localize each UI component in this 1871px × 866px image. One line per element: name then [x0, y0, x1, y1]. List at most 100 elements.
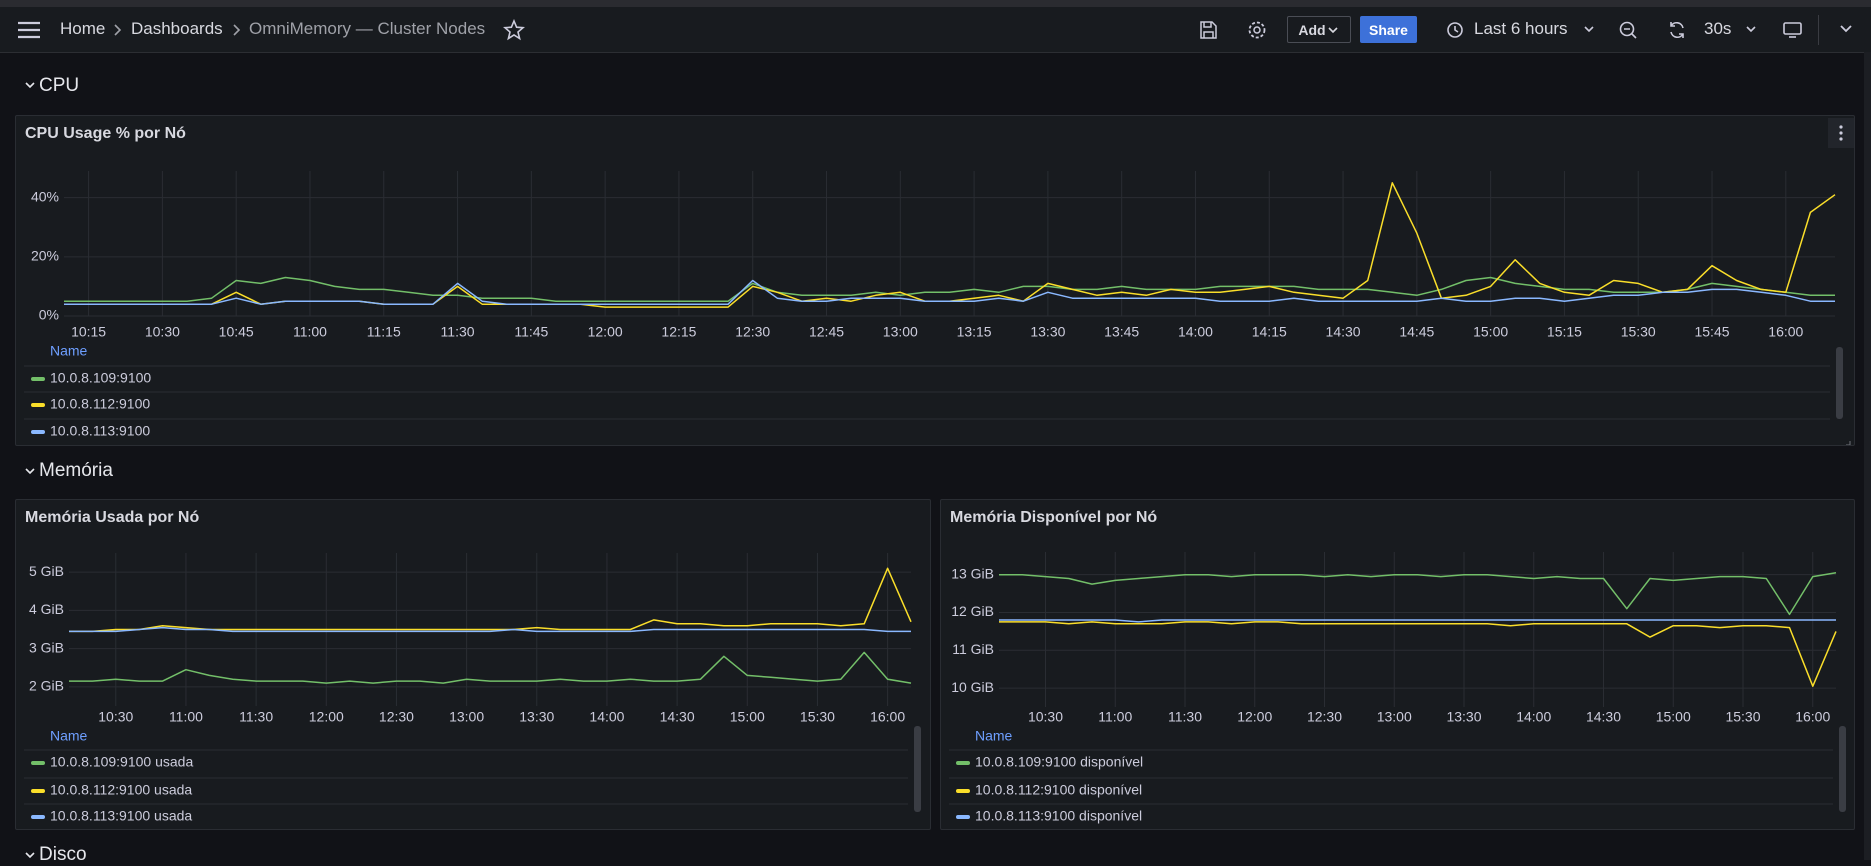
section-chevron[interactable] — [24, 80, 36, 90]
window-strip — [0, 0, 1871, 7]
legend-header: Name — [975, 728, 1013, 744]
x-tick-label: 13:30 — [519, 709, 554, 725]
x-tick-label: 14:30 — [1586, 709, 1621, 725]
x-tick-label: 14:30 — [1326, 324, 1361, 340]
legend-entry[interactable]: 10.0.8.113:9100 disponível — [975, 808, 1142, 824]
x-tick-label: 15:30 — [800, 709, 835, 725]
legend-header: Name — [50, 343, 88, 359]
x-tick-label: 12:00 — [309, 709, 344, 725]
x-tick-label: 12:00 — [1237, 709, 1272, 725]
panel-title: Memória Usada por Nó — [25, 509, 199, 526]
section-title[interactable]: Disco — [39, 844, 87, 865]
series-line — [69, 567, 912, 633]
y-tick-label: 2 GiB — [29, 678, 64, 694]
legend-swatch — [956, 789, 970, 793]
x-tick-label: 11:00 — [169, 709, 203, 725]
series-line — [64, 276, 1835, 302]
star-icon[interactable] — [503, 19, 525, 41]
x-tick-label: 16:00 — [870, 709, 905, 725]
resize-handle[interactable] — [1846, 441, 1851, 445]
breadcrumb[interactable]: Dashboards — [131, 19, 223, 38]
y-tick-label: 11 GiB — [952, 641, 994, 657]
x-tick-label: 11:00 — [293, 324, 327, 340]
x-tick-label: 15:15 — [1547, 324, 1582, 340]
legend-entry[interactable]: 10.0.8.112:9100 usada — [50, 782, 192, 798]
breadcrumb-separator — [114, 24, 122, 36]
add-button[interactable]: Add — [1287, 16, 1351, 43]
section-chevron[interactable] — [24, 466, 36, 476]
legend-entry[interactable]: 10.0.8.109:9100 usada — [50, 754, 193, 770]
chevron — [1746, 26, 1756, 33]
x-tick-label: 16:00 — [1795, 709, 1830, 725]
legend-scrollbar — [1839, 726, 1846, 812]
time-range-picker[interactable]: Last 6 hours — [1474, 19, 1568, 38]
legend-entry[interactable]: 10.0.8.113:9100 usada — [50, 808, 192, 824]
section-title[interactable]: CPU — [39, 75, 80, 96]
breadcrumb[interactable]: Home — [60, 19, 106, 38]
legend-swatch — [31, 761, 45, 765]
save-icon[interactable] — [1198, 20, 1218, 40]
x-tick-label: 10:30 — [98, 709, 133, 725]
legend-swatch — [956, 815, 970, 819]
divider — [1818, 15, 1819, 45]
x-tick-label: 15:00 — [1656, 709, 1691, 725]
x-tick-label: 11:00 — [1098, 709, 1132, 725]
zoom-out-icon[interactable] — [1618, 20, 1638, 40]
scrollbar-track — [1864, 52, 1871, 860]
breadcrumb: OmniMemory — Cluster Nodes — [249, 19, 486, 38]
series-line — [999, 621, 1837, 687]
y-tick-label: 40% — [31, 188, 59, 204]
x-tick-label: 13:30 — [1446, 709, 1481, 725]
panel-canvas: CPU Usage % por Nó 0% 20% 40% 10:15 10:30 10:4… — [24, 118, 1854, 445]
x-tick-label: 13:00 — [883, 324, 918, 340]
x-tick-label: 16:00 — [1768, 324, 1803, 340]
menu-dot — [1839, 131, 1843, 135]
x-tick-label: 11:30 — [1168, 709, 1202, 725]
settings-icon[interactable] — [1247, 20, 1267, 40]
x-tick-label: 12:30 — [735, 324, 770, 340]
x-tick-label: 14:30 — [660, 709, 695, 725]
legend-entry[interactable]: 10.0.8.113:9100 — [50, 423, 150, 439]
x-tick-label: 14:45 — [1399, 324, 1434, 340]
refresh-icon[interactable] — [1667, 20, 1687, 40]
menu-dot — [1839, 137, 1843, 141]
y-tick-label: 5 GiB — [29, 563, 64, 579]
section-chevron[interactable] — [24, 850, 36, 860]
chevron — [1328, 26, 1338, 33]
x-tick-label: 15:30 — [1725, 709, 1760, 725]
legend-scrollbar — [914, 726, 921, 812]
x-tick-label: 10:30 — [1028, 709, 1063, 725]
x-tick-label: 13:45 — [1104, 324, 1139, 340]
legend-entry[interactable]: 10.0.8.109:9100 — [50, 370, 151, 386]
panel-title: Memória Disponível por Nó — [950, 509, 1157, 526]
menu-icon[interactable] — [16, 20, 42, 40]
top-bar — [0, 7, 1871, 53]
x-tick-label: 13:00 — [1377, 709, 1412, 725]
collapse-chevron[interactable] — [1838, 23, 1854, 35]
legend-entry[interactable]: 10.0.8.112:9100 disponível — [975, 782, 1142, 798]
x-tick-label: 11:45 — [514, 324, 548, 340]
series-line — [999, 572, 1837, 616]
y-tick-label: 13 GiB — [951, 565, 994, 581]
panel: CPU Usage % por Nó 0% 20% 40% 10:15 10:30 10:4… — [15, 115, 1855, 446]
tv-mode-icon[interactable] — [1782, 20, 1804, 40]
x-tick-label: 15:00 — [730, 709, 765, 725]
chevron — [1584, 26, 1594, 33]
series-line — [64, 182, 1836, 308]
x-tick-label: 13:15 — [957, 324, 992, 340]
refresh-interval[interactable]: 30s — [1704, 19, 1732, 38]
legend-entry[interactable]: 10.0.8.112:9100 — [50, 396, 150, 412]
section-title[interactable]: Memória — [39, 460, 113, 481]
legend-swatch — [31, 815, 45, 819]
x-tick-label: 12:30 — [1307, 709, 1342, 725]
panel-canvas: Memória Disponível por Nó 10 GiB 11 GiB 12 … — [949, 509, 1846, 824]
panel: Memória Usada por Nó 2 GiB 3 GiB 4 GiB 5 GiB… — [15, 499, 931, 830]
share-button[interactable]: Share — [1360, 16, 1417, 43]
legend-swatch — [31, 789, 45, 793]
series-line — [69, 651, 912, 684]
legend-swatch — [31, 403, 45, 407]
legend-swatch — [31, 377, 45, 381]
x-tick-label: 11:15 — [367, 324, 401, 340]
legend-entry[interactable]: 10.0.8.109:9100 disponível — [975, 754, 1143, 770]
